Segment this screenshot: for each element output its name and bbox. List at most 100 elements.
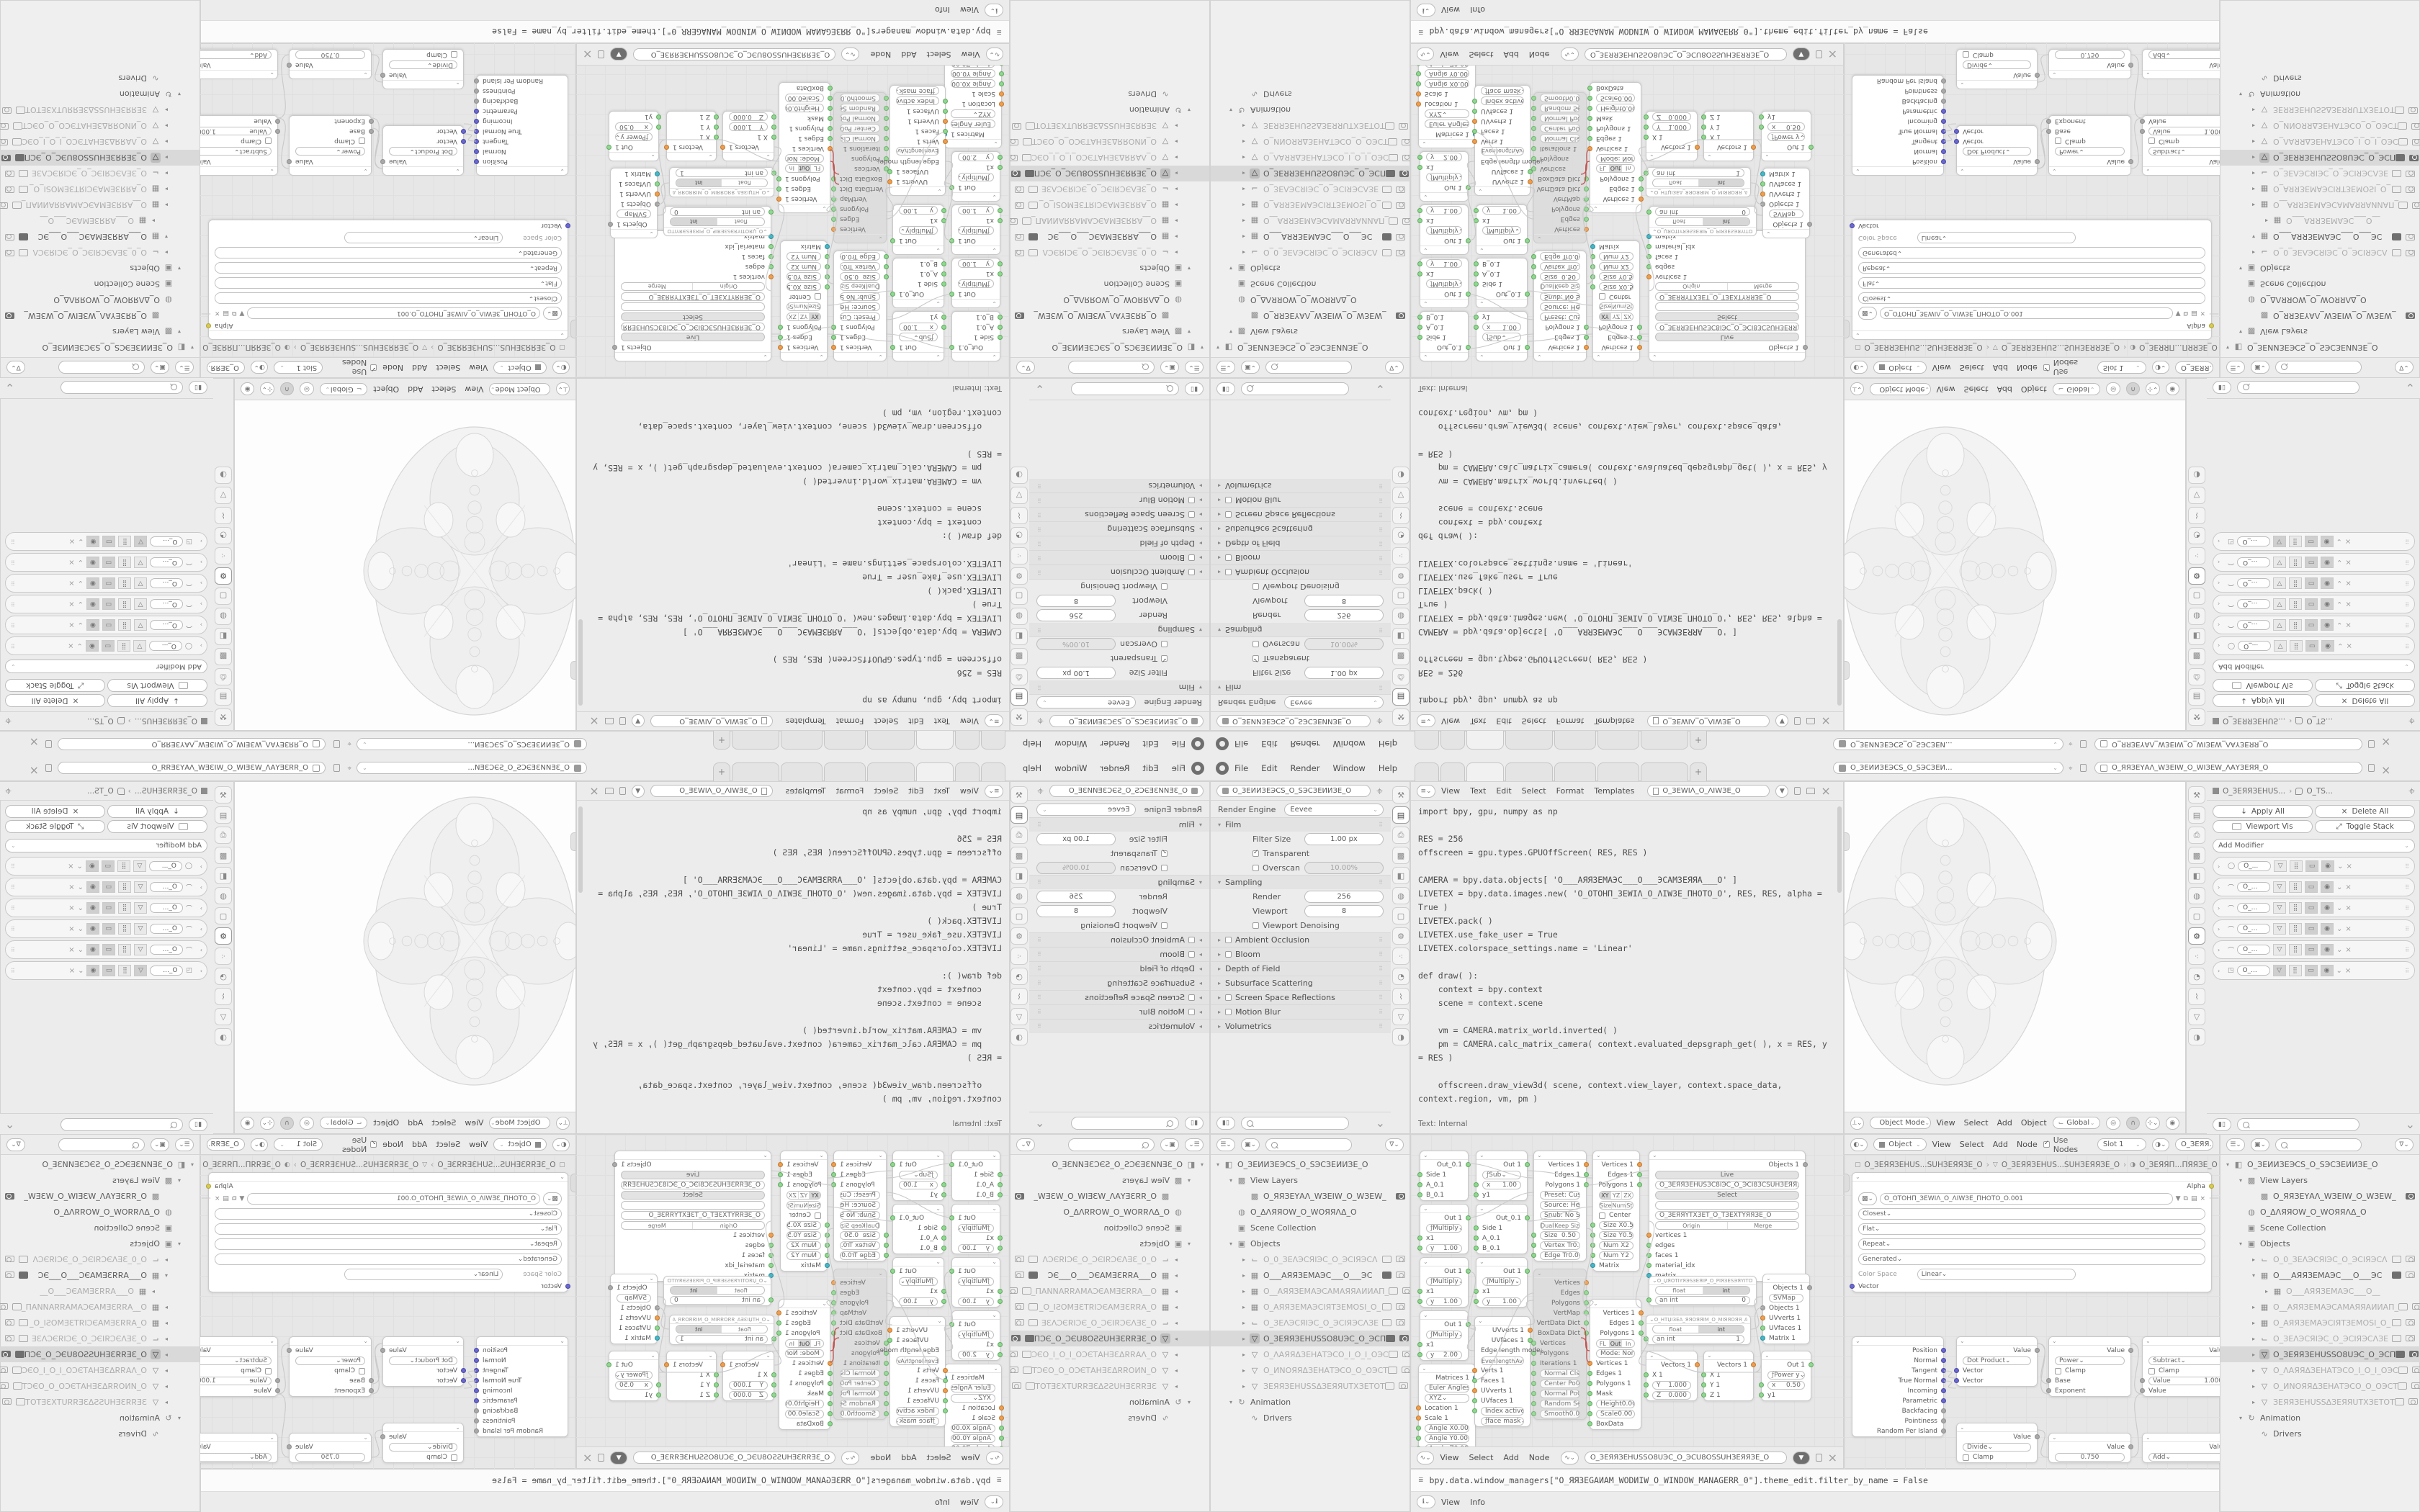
input-socket[interactable] [655,1336,660,1341]
outliner-row[interactable]: ▸ ▽ O_ЗЕЯЯЗЕНUЅЅО8UЭС_О_ЭСП [0,150,200,166]
scene-selector[interactable]: O_ЗЕИИЗЕЭСЅ_О_ЅЭСЗЕИ... ⌄ [357,762,587,774]
toggle-stack-button[interactable]: ⤢ Toggle Stack [2315,679,2415,692]
button-group[interactable]: Origin Merge [1655,1221,1799,1230]
input-socket[interactable] [998,315,1003,320]
input-socket[interactable] [884,264,889,269]
node-menu-add[interactable]: Add [1992,1140,2008,1149]
input-socket[interactable] [1416,1426,1421,1431]
expand-icon[interactable]: ▾ [1229,107,1233,114]
input-socket[interactable] [1531,1233,1536,1238]
apply-all-button[interactable]: ↓ Apply All [107,805,207,818]
delete-modifier-icon[interactable]: × [2345,558,2352,567]
fake-user-shield-icon[interactable]: ▼ [1792,1451,1811,1464]
add-workspace-button[interactable]: + [1690,762,1708,781]
render-field[interactable]: 256 [1036,609,1116,622]
node-text-field[interactable] [1655,1201,1799,1210]
realtime-toggle[interactable]: ▭ [101,860,115,872]
expand-icon[interactable]: ▸ [1174,122,1178,130]
expand-icon[interactable]: ▸ [1218,511,1222,518]
node[interactable]: ⌄O_НТЏIЗЕА_ЯЯОЯЯIМ_О_МIЯЯОЯЯ_АЗЕIЏТН_Оfl… [669,167,776,197]
output-socket[interactable] [887,179,892,184]
node[interactable]: ⌄ Value Dot Product ⌄ Vector Vector [380,125,466,176]
collapse-icon[interactable]: ⌄ [822,1300,827,1307]
input-socket[interactable] [1472,1398,1477,1403]
expand-icon[interactable]: ▸ [1242,1382,1246,1390]
transparent-checkbox[interactable] [1252,655,1259,662]
output-socket[interactable] [1639,197,1644,202]
input-socket[interactable] [1417,1342,1422,1347]
input-socket[interactable] [1417,1192,1422,1197]
node-dropdown[interactable]: Snub: No Snub⌄ [1540,1211,1580,1220]
node[interactable]: ⌄ Vertices 1 Edges 1 Polygons 1 FL Out In Mode:… [1587,82,1644,213]
expand-icon[interactable]: ▾ [1198,626,1202,633]
outliner-display-mode-dropdown[interactable]: ☰⌄ [175,361,194,374]
hide-viewport-toggle[interactable] [1384,1382,1394,1390]
input-socket[interactable] [768,254,774,259]
overscan-field[interactable]: 10.00% [1304,638,1384,651]
input-socket[interactable] [771,125,776,130]
value-slider[interactable]: Edge Tr0.000 [1540,1251,1580,1260]
hide-viewport-toggle[interactable] [19,233,28,240]
viewport-denoising-checkbox[interactable] [1161,922,1168,929]
vertex-group-toggle[interactable]: ▽ [2273,902,2287,914]
properties-tab-particles-icon[interactable]: ⁖ [1392,948,1410,965]
disable-render-toggle[interactable] [5,234,14,240]
properties-tab-material-icon[interactable]: ◑ [1392,1028,1410,1045]
output-socket[interactable] [949,1215,954,1220]
realtime-toggle[interactable]: ▭ [102,902,115,914]
workspace-tab[interactable] [1505,762,1554,781]
node-text-field[interactable]: SVMap [617,1294,651,1302]
expand-icon[interactable]: ▸ [1198,540,1202,546]
expand-icon[interactable]: › [200,883,202,891]
outliner-row[interactable]: ▸ ▽ O_ΛАЯЯΔЗЕНАТЭСО_I_О_I_ОЭС [2220,134,2420,150]
delete-modifier-icon[interactable]: × [2345,621,2352,629]
input-socket[interactable] [1417,315,1422,320]
extras-dropdown-icon[interactable]: ⌄ [77,600,84,608]
fake-user-shield-icon[interactable]: ▼ [1775,714,1789,728]
value-slider[interactable]: y 1.00 [958,259,994,268]
node-text-field[interactable]: O_ЗЕЯЯЗЕНUЅЗС8IЭС_О_ЭСI8ЗСЅUНЗЕЯЯЗЕ_О [621,323,765,331]
code-area[interactable]: import bpy, gpu, numpy as np RES = 256 of… [1418,401,1832,707]
properties-tab-data-icon[interactable]: ▽ [1010,487,1028,504]
expand-icon[interactable]: ▸ [1174,170,1178,177]
close-icon[interactable]: × [29,763,39,777]
value-slider[interactable]: Scale 0.00 [785,94,824,102]
expand-icon[interactable]: › [200,863,202,870]
collapse-icon[interactable]: ⌄ [2146,71,2151,78]
expand-icon[interactable]: ▸ [1242,1319,1246,1326]
outliner-row[interactable]: ∿ Drivers [1211,1410,1411,1426]
expand-icon[interactable]: ▾ [1198,684,1202,690]
viewport-field[interactable]: 8 [1304,595,1384,608]
modifier-row[interactable]: › ⌒ O_... ▽ ⣿ ▭ ◉ ⌄ × ⠿ [5,574,207,593]
expand-icon[interactable]: ▸ [2252,1367,2256,1374]
value-slider[interactable]: Scale 0.00 [1596,1410,1635,1418]
close-icon[interactable]: × [589,714,599,728]
properties-tab-tool-icon[interactable]: ⚒ [1010,708,1028,726]
value-slider[interactable]: Size Y0.50 [786,1231,821,1240]
properties-tab-world-icon[interactable]: ◍ [1392,887,1410,904]
input-socket[interactable] [828,86,833,91]
input-socket[interactable] [2140,119,2145,124]
hide-viewport-toggle[interactable] [1382,1303,1392,1310]
display-options-toggle[interactable]: ▮▯ [189,1117,207,1131]
modifier-row[interactable]: › ⌒ O_... ▽ ⣿ ▭ ◉ ⌄ × ⠿ [2213,574,2415,593]
input-socket[interactable] [1531,1401,1536,1406]
input-socket[interactable] [771,171,776,176]
viewport-denoising-checkbox[interactable] [1252,583,1259,590]
properties-tab-physics-icon[interactable]: ◔ [215,968,232,985]
hide-viewport-toggle[interactable] [19,1256,28,1263]
collapse-icon[interactable]: ⌄ [1479,1205,1484,1212]
outliner-display-mode-dropdown[interactable]: ☰⌄ [1185,1138,1204,1151]
properties-tab-constraints-icon[interactable]: ⌇ [1010,988,1028,1005]
workspace-tab[interactable] [1440,731,1466,750]
close-icon[interactable]: × [29,735,39,749]
properties-id-field[interactable]: O_ЗЕИИЗЕЭСЅ_О_ЅЭСЗЕИИЗЕ_О [1049,715,1204,727]
outliner-row[interactable]: ▸ ⌙ O_ЗЕΛЭСЯIЭС_О_ЭСIЯЭСΛЗЕ [0,1331,200,1346]
input-socket[interactable] [768,274,774,279]
node-dropdown[interactable]: Preset: Custom⌄ [840,312,880,321]
input-socket[interactable] [1701,125,1706,130]
close-icon[interactable]: × [2381,763,2391,777]
button-group[interactable]: XY YZ ZX [786,1191,821,1200]
input-socket[interactable] [1646,1263,1652,1268]
